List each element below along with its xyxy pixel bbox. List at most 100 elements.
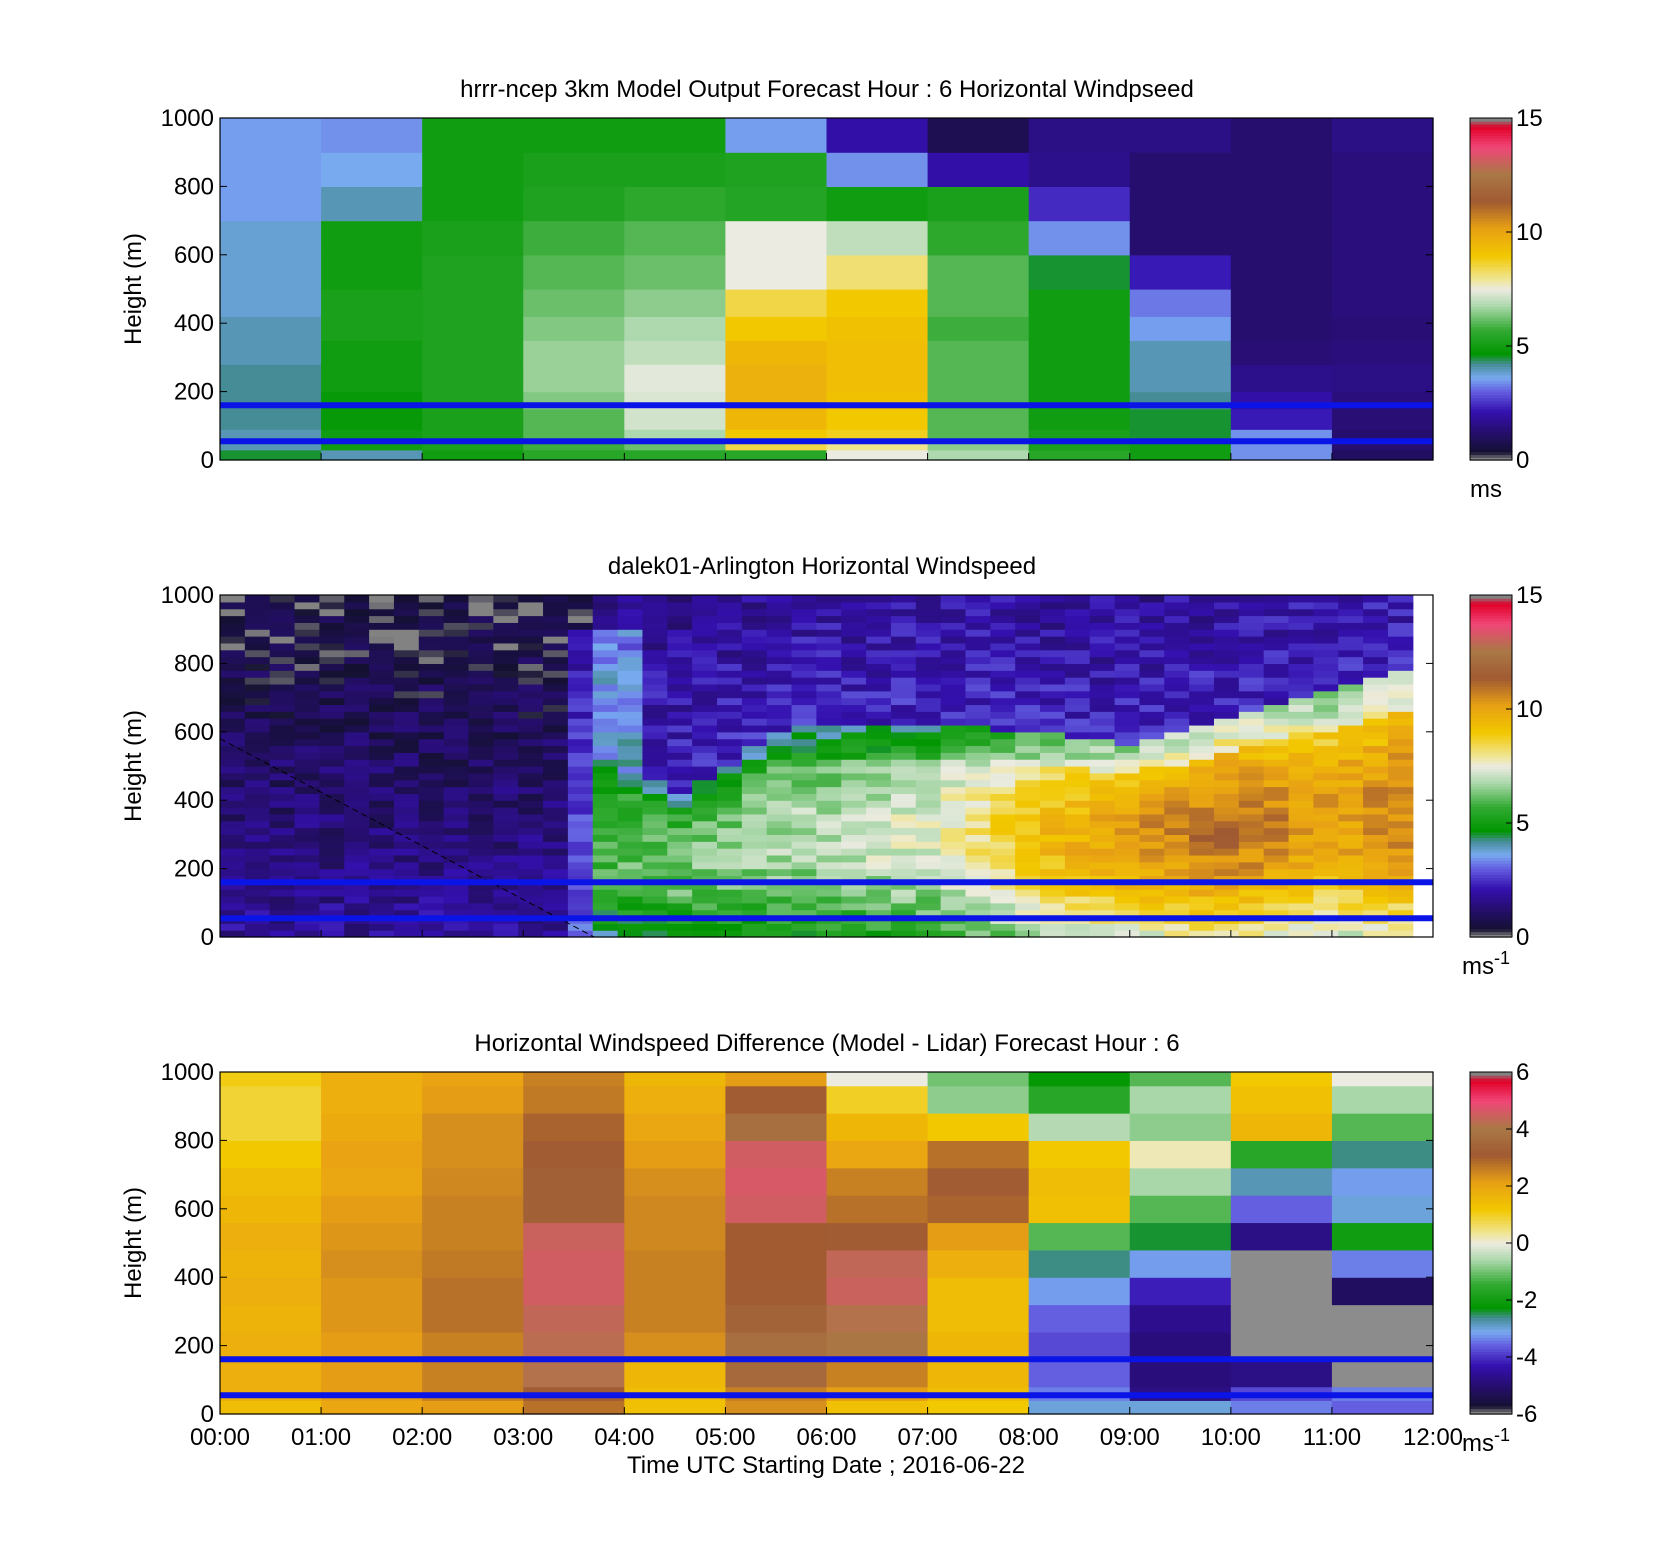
- colorbar-swatch: [1470, 1365, 1512, 1370]
- heatmap-cell: [443, 595, 470, 603]
- heatmap-cell: [1064, 752, 1091, 760]
- heatmap-cell: [1040, 848, 1066, 856]
- heatmap-cell: [617, 690, 644, 699]
- heatmap-cell: [667, 683, 693, 692]
- heatmap-cell: [915, 827, 942, 835]
- heatmap-cell: [667, 677, 693, 685]
- heatmap-cell: [866, 807, 892, 815]
- heatmap-cell: [518, 827, 544, 835]
- heatmap-cell: [1015, 738, 1041, 747]
- heatmap-cell: [1338, 608, 1364, 617]
- colorbar-swatch: [1470, 405, 1512, 410]
- heatmap-cell: [1089, 848, 1116, 856]
- heatmap-cell: [344, 834, 370, 842]
- colorbar-swatch: [1470, 1072, 1512, 1076]
- heatmap-cell: [1288, 902, 1314, 911]
- x-tick-label: 06:00: [796, 1424, 856, 1451]
- heatmap-cell: [841, 636, 867, 644]
- heatmap-cell: [915, 841, 942, 849]
- colorbar-swatch: [1470, 595, 1512, 599]
- heatmap-cell: [543, 841, 569, 849]
- heatmap-cell: [1338, 882, 1364, 890]
- heatmap-cell: [422, 1249, 524, 1278]
- heatmap-cell: [1114, 875, 1141, 883]
- heatmap-cell: [1238, 649, 1265, 658]
- heatmap-cell: [725, 1331, 828, 1360]
- heatmap-cell: [1363, 615, 1389, 623]
- heatmap-cell: [269, 766, 296, 774]
- heatmap-cell: [1288, 807, 1314, 815]
- heatmap-cell: [1230, 220, 1333, 256]
- y-tick-label: 200: [174, 1333, 214, 1360]
- heatmap-cell: [269, 697, 296, 706]
- heatmap-cell: [1189, 766, 1215, 774]
- heatmap-cell: [965, 615, 991, 623]
- heatmap-cell: [592, 930, 619, 938]
- heatmap-cell: [841, 827, 867, 835]
- heatmap-cell: [1288, 827, 1314, 835]
- heatmap-cell: [418, 889, 445, 897]
- heatmap-cell: [624, 1277, 727, 1306]
- heatmap-cell: [890, 930, 917, 938]
- heatmap-cell: [1189, 636, 1215, 644]
- colorbar-swatch: [1470, 300, 1512, 305]
- heatmap-cell: [369, 766, 395, 774]
- heatmap-cell: [1313, 711, 1339, 719]
- heatmap-cell: [741, 923, 768, 931]
- heatmap-cell: [1238, 875, 1265, 883]
- colorbar-swatch: [1470, 323, 1512, 327]
- colorbar-swatch: [1470, 657, 1512, 662]
- heatmap-cell: [344, 895, 370, 904]
- heatmap-cell: [1114, 909, 1141, 918]
- colorbar-frame: [1469, 594, 1513, 938]
- heatmap-cell: [1213, 656, 1240, 664]
- heatmap-cell: [1164, 636, 1190, 644]
- heatmap-cell: [1288, 759, 1314, 767]
- heatmap-cell: [965, 807, 991, 815]
- heatmap-cell: [716, 841, 743, 849]
- y-tick-label: 800: [174, 650, 214, 677]
- colorbar-swatch: [1470, 1120, 1512, 1125]
- heatmap-cell: [990, 909, 1016, 918]
- heatmap-cell: [244, 793, 271, 801]
- heatmap-cell: [692, 731, 718, 740]
- heatmap-cell: [1064, 704, 1091, 712]
- heatmap-cell: [915, 875, 942, 883]
- heatmap-cell: [220, 1249, 322, 1278]
- colorbar-swatch: [1470, 803, 1512, 807]
- colorbar-swatch: [1470, 280, 1512, 285]
- heatmap-cell: [468, 813, 494, 822]
- heatmap-cell: [741, 731, 768, 740]
- colorbar-swatch: [1470, 303, 1512, 307]
- heatmap-cell: [1230, 364, 1333, 393]
- heatmap-cell: [493, 820, 519, 829]
- heatmap-cell: [567, 608, 594, 617]
- heatmap-cell: [319, 854, 345, 863]
- heatmap-cell: [344, 889, 370, 897]
- heatmap-cell: [393, 786, 420, 794]
- heatmap-cell: [1114, 827, 1141, 835]
- colorbar-swatch: [1470, 1302, 1512, 1307]
- heatmap-cell: [841, 841, 867, 849]
- heatmap-cell: [1139, 800, 1165, 808]
- heatmap-cell: [692, 759, 718, 767]
- heatmap-cell: [543, 731, 569, 740]
- colorbar-swatch: [1470, 612, 1512, 616]
- heatmap-cell: [791, 882, 817, 890]
- colorbar-swatch: [1470, 691, 1512, 696]
- colorbar-swatch: [1470, 1140, 1512, 1145]
- colorbar-swatch: [1470, 1157, 1512, 1162]
- heatmap-cell: [294, 766, 320, 774]
- heatmap-cell: [716, 923, 743, 931]
- heatmap-cell: [443, 875, 470, 883]
- heatmap-cell: [716, 827, 743, 835]
- heatmap-cell: [624, 1085, 727, 1114]
- heatmap-cell: [518, 718, 544, 726]
- heatmap-cell: [1338, 834, 1364, 842]
- heatmap-cell: [692, 779, 718, 788]
- heatmap-cell: [269, 629, 296, 637]
- heatmap-cell: [1028, 364, 1131, 393]
- x-tick-label: 01:00: [291, 1424, 351, 1451]
